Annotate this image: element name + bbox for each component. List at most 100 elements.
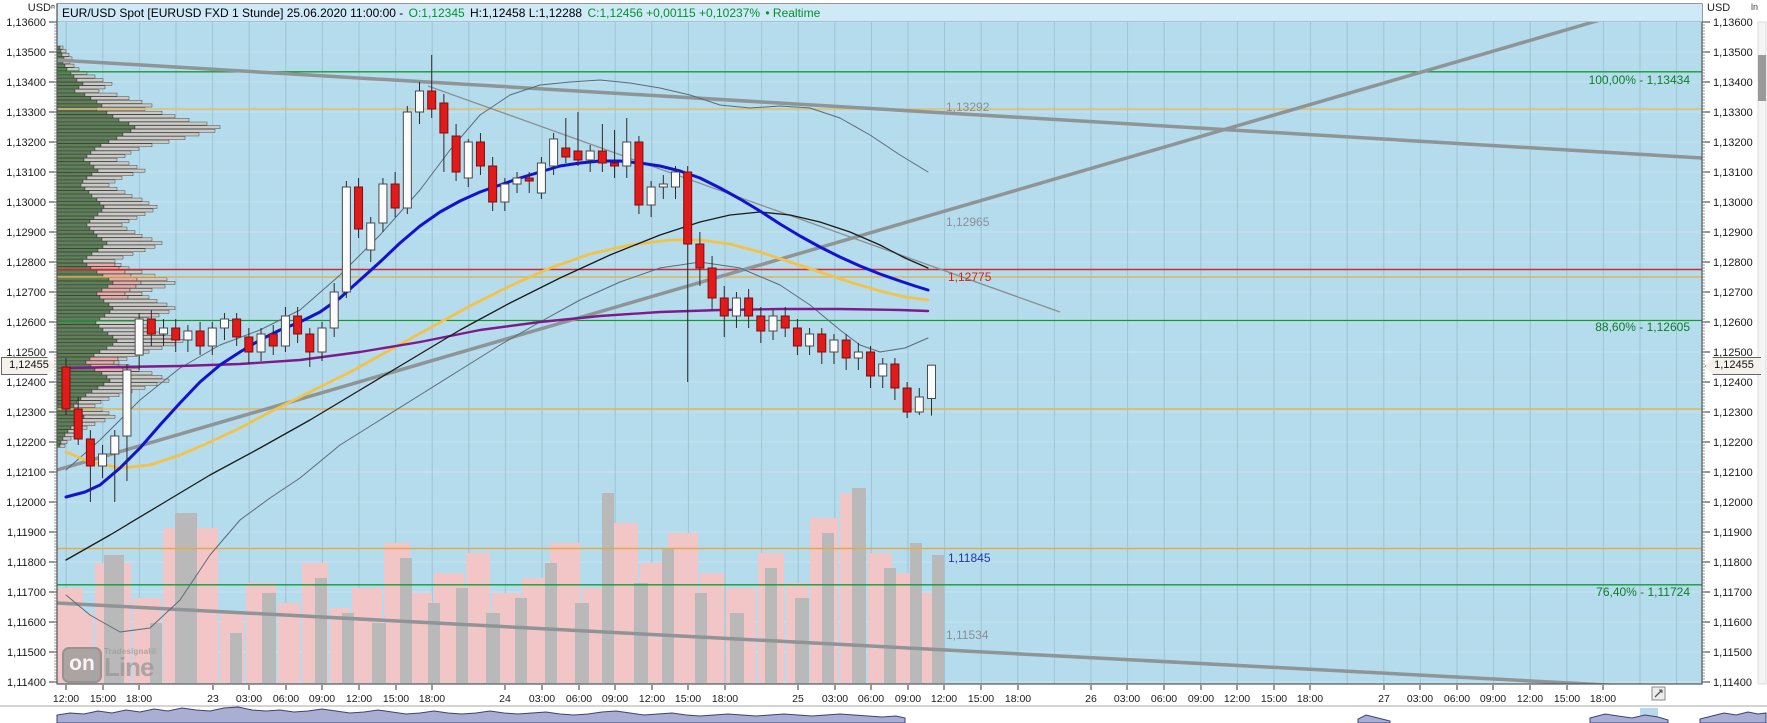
svg-text:1,11900: 1,11900	[7, 527, 46, 539]
svg-text:1,12900: 1,12900	[1713, 227, 1753, 239]
svg-text:12:00: 12:00	[53, 693, 79, 705]
svg-text:15:00: 15:00	[90, 693, 116, 705]
svg-text:1,13500: 1,13500	[1713, 47, 1753, 59]
svg-text:09:00: 09:00	[895, 693, 921, 705]
watermark-line: Line	[104, 652, 154, 682]
svg-text:76,40% - 1,11724: 76,40% - 1,11724	[1596, 585, 1690, 599]
svg-text:24: 24	[499, 693, 511, 705]
svg-text:06:00: 06:00	[858, 693, 884, 705]
svg-text:1,12000: 1,12000	[6, 497, 46, 509]
volume-profile	[56, 45, 221, 448]
svg-text:88,60% - 1,12605: 88,60% - 1,12605	[1595, 320, 1690, 334]
svg-text:1,13600: 1,13600	[6, 17, 46, 29]
fib-labels: 100,00% - 1,13434 88,60% - 1,12605 76,40% …	[1589, 73, 1691, 599]
title-segment: H:1,12458 L:1,12288	[466, 6, 586, 20]
svg-text:1,11900: 1,11900	[1713, 527, 1752, 539]
svg-text:1,12700: 1,12700	[6, 287, 46, 299]
title-segment: C:1,12456 +0,00115 +0,10237%	[587, 6, 761, 20]
svg-text:1,12500: 1,12500	[6, 347, 46, 359]
svg-text:1,12700: 1,12700	[1713, 287, 1753, 299]
svg-text:1,12500: 1,12500	[1713, 347, 1753, 359]
svg-text:1,13600: 1,13600	[1713, 17, 1753, 29]
svg-text:18:00: 18:00	[712, 693, 738, 705]
svg-text:25: 25	[792, 693, 804, 705]
candles	[61, 55, 936, 502]
value-labels: 1,13292 1,12965 1,12775 1,11845 1,11534	[946, 100, 992, 642]
navigator-strip[interactable]	[0, 705, 1767, 723]
svg-text:1,11845: 1,11845	[948, 551, 991, 565]
current-price-tag-left: 1,12455	[1, 357, 55, 375]
svg-text:1,12800: 1,12800	[6, 257, 46, 269]
log-scale-flag[interactable]: ln	[1751, 2, 1759, 12]
svg-text:15:00: 15:00	[383, 693, 409, 705]
svg-text:03:00: 03:00	[1407, 693, 1433, 705]
svg-text:1,12400: 1,12400	[1713, 377, 1753, 389]
svg-text:03:00: 03:00	[1114, 693, 1140, 705]
tradesignal-watermark: on Tradesignal® Line	[62, 647, 157, 683]
svg-text:12:00: 12:00	[639, 693, 665, 705]
time-axis[interactable]: 12:00 15:00 18:00 23 03:00 06:00 09:00 12:00 15:…	[53, 685, 1616, 705]
svg-text:18:00: 18:00	[1005, 693, 1031, 705]
svg-text:1,12965: 1,12965	[946, 215, 990, 229]
watermark-brand: Tradesignal®	[104, 647, 157, 656]
svg-text:1,11400: 1,11400	[7, 677, 46, 689]
trendlines[interactable]	[57, 18, 1702, 690]
chart-title: EUR/USD Spot [EURUSD FXD 1 Stunde] 25.06…	[58, 4, 1702, 22]
svg-text:100,00% - 1,13434: 100,00% - 1,13434	[1589, 73, 1691, 87]
svg-text:23: 23	[207, 693, 219, 705]
svg-text:1,12100: 1,12100	[6, 467, 46, 479]
svg-text:03:00: 03:00	[529, 693, 555, 705]
svg-text:18:00: 18:00	[1590, 693, 1616, 705]
svg-text:09:00: 09:00	[1188, 693, 1214, 705]
svg-text:1,12775: 1,12775	[948, 270, 992, 284]
svg-text:12:00: 12:00	[346, 693, 372, 705]
price-scrollbar[interactable]	[1757, 21, 1767, 685]
svg-text:26: 26	[1085, 693, 1097, 705]
current-price-tag-right: 1,12455	[1705, 357, 1761, 375]
svg-text:18:00: 18:00	[1297, 693, 1323, 705]
left-axis-unit: USDⁿ	[27, 2, 55, 14]
volume-bars	[57, 488, 944, 683]
svg-text:1,11800: 1,11800	[7, 557, 46, 569]
svg-text:1,11600: 1,11600	[1713, 617, 1752, 629]
svg-text:15:00: 15:00	[675, 693, 701, 705]
title-segment: O:1,12345	[408, 6, 465, 20]
svg-text:1,13292: 1,13292	[946, 100, 990, 114]
watermark-logo: on	[62, 647, 102, 683]
resize-handle-icon[interactable]	[1651, 686, 1666, 701]
svg-text:1,11500: 1,11500	[7, 647, 46, 659]
svg-text:1,13100: 1,13100	[6, 167, 46, 179]
svg-text:1,12800: 1,12800	[1713, 257, 1753, 269]
svg-text:03:00: 03:00	[236, 693, 262, 705]
svg-text:12:00: 12:00	[1224, 693, 1250, 705]
svg-text:1,13100: 1,13100	[1713, 167, 1753, 179]
svg-text:1,12200: 1,12200	[6, 437, 46, 449]
svg-text:1,12400: 1,12400	[6, 377, 46, 389]
svg-text:09:00: 09:00	[602, 693, 628, 705]
svg-text:15:00: 15:00	[1554, 693, 1580, 705]
right-price-axis[interactable]: 1,13600 1,13500 1,13400 1,13300 1,13200 1,131…	[1702, 17, 1753, 689]
right-axis-unit: USD	[1707, 2, 1731, 14]
indicator-bands	[65, 79, 929, 633]
svg-text:1,12900: 1,12900	[6, 227, 46, 239]
left-price-axis[interactable]: 1,13600 1,13500 1,13400 1,13300 1,13200 1,131…	[6, 17, 57, 689]
svg-text:1,12100: 1,12100	[1713, 467, 1753, 479]
svg-text:1,13200: 1,13200	[1713, 137, 1753, 149]
svg-text:1,11400: 1,11400	[1713, 677, 1752, 689]
svg-text:06:00: 06:00	[273, 693, 299, 705]
title-segment: • Realtime	[762, 6, 821, 20]
svg-text:1,11800: 1,11800	[1713, 557, 1752, 569]
svg-text:12:00: 12:00	[931, 693, 957, 705]
svg-text:18:00: 18:00	[419, 693, 445, 705]
svg-text:1,13400: 1,13400	[1713, 77, 1753, 89]
svg-text:03:00: 03:00	[822, 693, 848, 705]
svg-text:1,12200: 1,12200	[1713, 437, 1753, 449]
svg-text:09:00: 09:00	[1480, 693, 1506, 705]
moving-averages	[64, 159, 930, 561]
svg-text:1,13000: 1,13000	[1713, 197, 1753, 209]
svg-text:1,13500: 1,13500	[6, 47, 46, 59]
svg-text:27: 27	[1378, 693, 1390, 705]
svg-text:1,12300: 1,12300	[1713, 407, 1753, 419]
